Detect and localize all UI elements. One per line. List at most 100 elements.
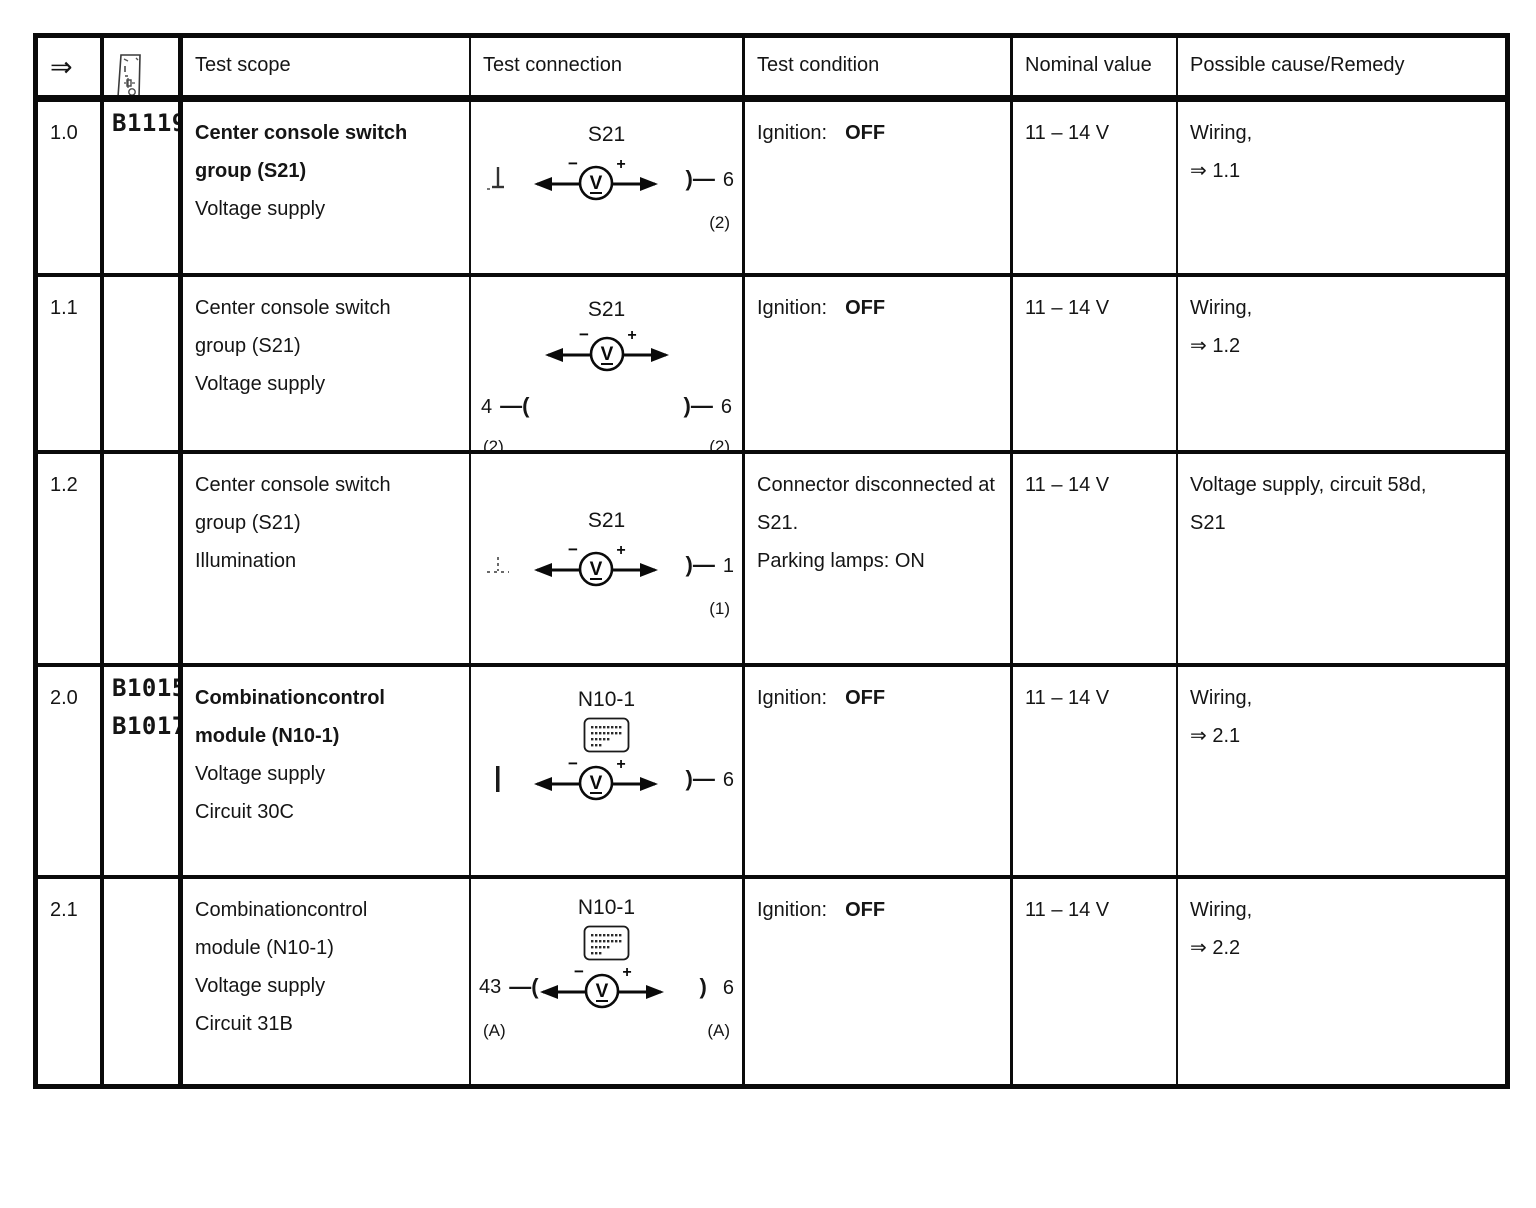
scope-line: Voltage supply xyxy=(195,975,326,997)
terminal-note: (2) xyxy=(709,213,730,232)
right-terminal: )— 1 xyxy=(659,546,734,585)
pin-number: 6 xyxy=(722,168,734,191)
voltmeter-icon xyxy=(532,152,660,201)
terminal-note: (2) xyxy=(709,437,730,450)
socket-symbol: )— xyxy=(685,765,715,791)
remedy-line: S21 xyxy=(1190,512,1226,534)
header-test-condition: Test condition xyxy=(745,38,1013,95)
scope-line: group (S21) xyxy=(195,160,307,182)
condition-label: Ignition: xyxy=(757,687,828,709)
pin-mark xyxy=(496,766,500,792)
right-terminal: )— 6 xyxy=(684,387,732,426)
test-row-1-1: 1.1 Center console switch group (S21) Vo… xyxy=(38,277,1505,454)
terminal-note: (2) xyxy=(483,437,504,450)
step-cell: 2.0 xyxy=(38,667,104,875)
fault-code: B1119 xyxy=(112,109,183,137)
scope-line: Circuit 30C xyxy=(195,801,294,823)
connection-cell: S21 )— 6 (2) xyxy=(471,102,745,273)
condition-label: Ignition: xyxy=(757,297,828,319)
pin-number: 4 xyxy=(481,396,493,418)
nominal-cell: 11 – 14 V xyxy=(1013,879,1178,1084)
step-cell: 1.2 xyxy=(38,454,104,663)
scope-cell: Center console switch group (S21) Illumi… xyxy=(183,454,471,663)
scope-line: Circuit 31B xyxy=(195,1013,293,1035)
scope-line: module (N10-1) xyxy=(195,725,340,747)
fault-code: B1017 xyxy=(112,712,183,740)
fault-code-cell: B1015 B1017 xyxy=(104,667,183,875)
remedy-line: Wiring, xyxy=(1190,297,1253,319)
nominal-cell: 11 – 14 V xyxy=(1013,277,1178,450)
voltmeter-icon xyxy=(543,323,670,372)
pin-number: 43 xyxy=(479,976,502,998)
remedy-cell: Voltage supply, circuit 58d, S21 xyxy=(1178,454,1505,663)
condition-label: Ignition: xyxy=(757,899,828,921)
fault-code-cell xyxy=(104,879,183,1084)
device-label: N10-1 xyxy=(577,896,636,919)
condition-cell: Ignition: OFF xyxy=(745,879,1013,1084)
condition-line: Parking lamps: ON xyxy=(757,550,925,572)
condition-value: OFF xyxy=(845,687,886,709)
socket-symbol: —( xyxy=(509,974,539,999)
scope-cell: Center console switch group (S21) Voltag… xyxy=(183,102,471,273)
socket-symbol: )— xyxy=(685,165,715,191)
remedy-line: Wiring, xyxy=(1190,687,1253,709)
terminal-note: (1) xyxy=(709,599,730,618)
scope-line: module (N10-1) xyxy=(195,937,334,959)
scope-line: Center console switch xyxy=(195,474,391,496)
remedy-line: ⇒ 1.1 xyxy=(1190,160,1241,182)
remedy-line: Wiring, xyxy=(1190,122,1253,144)
condition-line: Connector disconnected at xyxy=(757,474,995,496)
table-header-row: ⇒ Test scope Test connection Test condit… xyxy=(38,38,1505,102)
fault-code-cell xyxy=(104,454,183,663)
header-step-arrow: ⇒ xyxy=(38,38,104,95)
condition-value: OFF xyxy=(845,122,886,144)
connection-cell: S21 )— 1 (1) xyxy=(471,454,745,663)
socket-symbol: )— xyxy=(683,393,713,418)
scope-line: Center console switch xyxy=(195,297,391,319)
nominal-cell: 11 – 14 V xyxy=(1013,454,1178,663)
multipin-connector-icon xyxy=(583,717,630,753)
pin-number: 1 xyxy=(722,554,734,577)
socket-symbol: )— xyxy=(685,551,715,577)
nominal-cell: 11 – 14 V xyxy=(1013,667,1178,875)
scope-line: Center console switch xyxy=(195,122,408,144)
device-label: N10-1 xyxy=(577,688,636,711)
step-cell: 2.1 xyxy=(38,879,104,1084)
step-cell: 1.1 xyxy=(38,277,104,450)
terminal-note: (A) xyxy=(707,1021,730,1040)
connection-cell: S21 4 —( )— 6 (2) (2) xyxy=(471,277,745,450)
device-label: S21 xyxy=(587,123,626,146)
voltmeter-icon xyxy=(538,960,666,1009)
scope-line: group (S21) xyxy=(195,512,301,534)
device-label: S21 xyxy=(587,298,626,321)
remedy-cell: Wiring, ⇒ 1.2 xyxy=(1178,277,1505,450)
header-possible-cause: Possible cause/Remedy xyxy=(1190,54,1405,76)
scope-line: Combinationcontrol xyxy=(195,687,385,709)
scope-line: Voltage supply xyxy=(195,763,326,785)
multipin-connector-icon xyxy=(583,925,630,961)
pin-number: 6 xyxy=(722,976,734,999)
fault-code-cell xyxy=(104,277,183,450)
scope-line: Voltage supply xyxy=(195,373,326,395)
fault-code-cell: B1119 xyxy=(104,102,183,273)
step-cell: 1.0 xyxy=(38,102,104,273)
remedy-cell: Wiring, ⇒ 2.2 xyxy=(1178,879,1505,1084)
socket-symbol: —( xyxy=(500,393,530,418)
condition-cell: Ignition: OFF xyxy=(745,102,1013,273)
scope-line: group (S21) xyxy=(195,335,301,357)
left-terminal: 4 —( xyxy=(481,387,529,426)
diagnostic-test-table: ⇒ Test scope Test connection Test condit… xyxy=(33,33,1510,1089)
scope-cell: Center console switch group (S21) Voltag… xyxy=(183,277,471,450)
right-terminal: )— 6 xyxy=(659,760,734,799)
pin-number: 6 xyxy=(722,768,734,791)
voltmeter-icon xyxy=(532,752,660,801)
condition-value: OFF xyxy=(845,297,886,319)
pin-number: 6 xyxy=(720,396,732,418)
condition-value: OFF xyxy=(845,899,886,921)
condition-line: S21. xyxy=(757,512,799,534)
remedy-line: Voltage supply, circuit 58d, xyxy=(1190,474,1427,496)
remedy-line: ⇒ 2.1 xyxy=(1190,725,1241,747)
test-row-2-0: 2.0 B1015 B1017 Combinationcontrol modul… xyxy=(38,667,1505,879)
condition-cell: Ignition: OFF xyxy=(745,277,1013,450)
remedy-line: ⇒ 2.2 xyxy=(1190,937,1241,959)
